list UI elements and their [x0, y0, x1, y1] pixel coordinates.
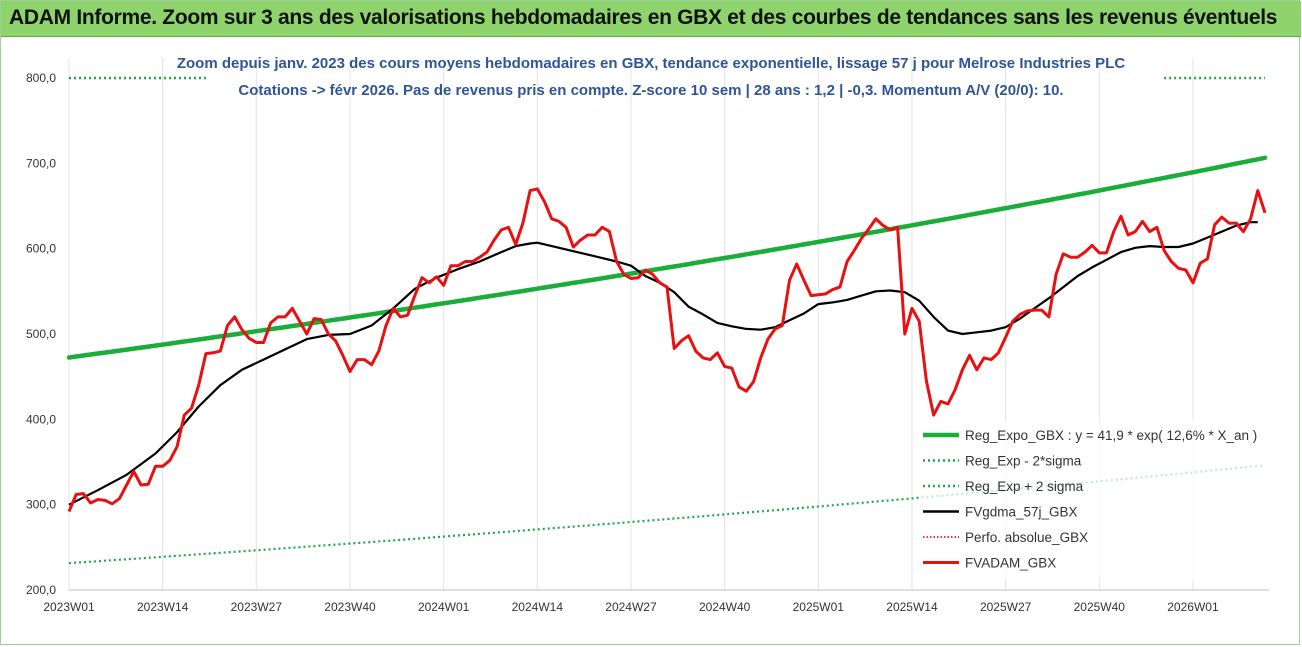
x-tick-label: 2026W01 [1167, 600, 1219, 614]
x-tick-label: 2025W27 [980, 600, 1032, 614]
x-tick-label: 2023W40 [324, 600, 376, 614]
legend-label: FVADAM_GBX [965, 556, 1056, 571]
chart: 200,0 300,0 400,0 500,0 600,0 700,0 800,0 2023… [1, 37, 1299, 644]
legend-label: Reg_Exp + 2 sigma [965, 479, 1084, 494]
x-axis: 2023W01 2023W14 2023W27 2023W40 2024W01 2024W… [43, 589, 1269, 614]
x-tick-label: 2023W01 [43, 600, 95, 614]
legend-label: FVgdma_57j_GBX [965, 505, 1078, 520]
x-tick-label: 2025W01 [793, 600, 845, 614]
x-tick-label: 2023W14 [137, 600, 189, 614]
x-tick-label: 2023W27 [231, 600, 283, 614]
legend: Reg_Expo_GBX : y = 41,9 * exp( 12,6% * X… [919, 420, 1269, 580]
y-tick-label: 400,0 [26, 412, 56, 426]
report-title: ADAM Informe. Zoom sur 3 ans des valoris… [9, 6, 1278, 29]
series-fvgdma [68, 221, 1258, 506]
series-fvadam [67, 187, 1267, 513]
chart-title-line1: Zoom depuis janv. 2023 des cours moyens … [177, 55, 1126, 72]
legend-label: Reg_Expo_GBX : y = 41,9 * exp( 12,6% * X… [965, 428, 1257, 443]
y-tick-label: 200,0 [26, 583, 56, 597]
report-banner: ADAM Informe. Zoom sur 3 ans des valoris… [1, 1, 1301, 37]
x-tick-label: 2024W01 [418, 600, 470, 614]
y-tick-label: 500,0 [26, 327, 56, 341]
legend-box [919, 420, 1269, 580]
x-tick-label: 2025W14 [886, 600, 938, 614]
legend-label: Perfo. absolue_GBX [965, 530, 1088, 545]
x-tick-label: 2025W40 [1074, 600, 1126, 614]
x-tick-label: 2024W14 [512, 600, 564, 614]
series [66, 76, 1268, 565]
x-tick-label: 2024W40 [699, 600, 751, 614]
x-tick-label: 2024W27 [605, 600, 657, 614]
y-tick-label: 800,0 [26, 71, 56, 85]
chart-title-line2: Cotations -> févr 2026. Pas de revenus p… [238, 82, 1063, 99]
y-axis: 200,0 300,0 400,0 500,0 600,0 700,0 800,0 [26, 71, 56, 597]
y-tick-label: 700,0 [26, 156, 56, 170]
y-tick-label: 300,0 [26, 498, 56, 512]
y-tick-label: 600,0 [26, 242, 56, 256]
legend-label: Reg_Exp - 2*sigma [965, 454, 1082, 469]
